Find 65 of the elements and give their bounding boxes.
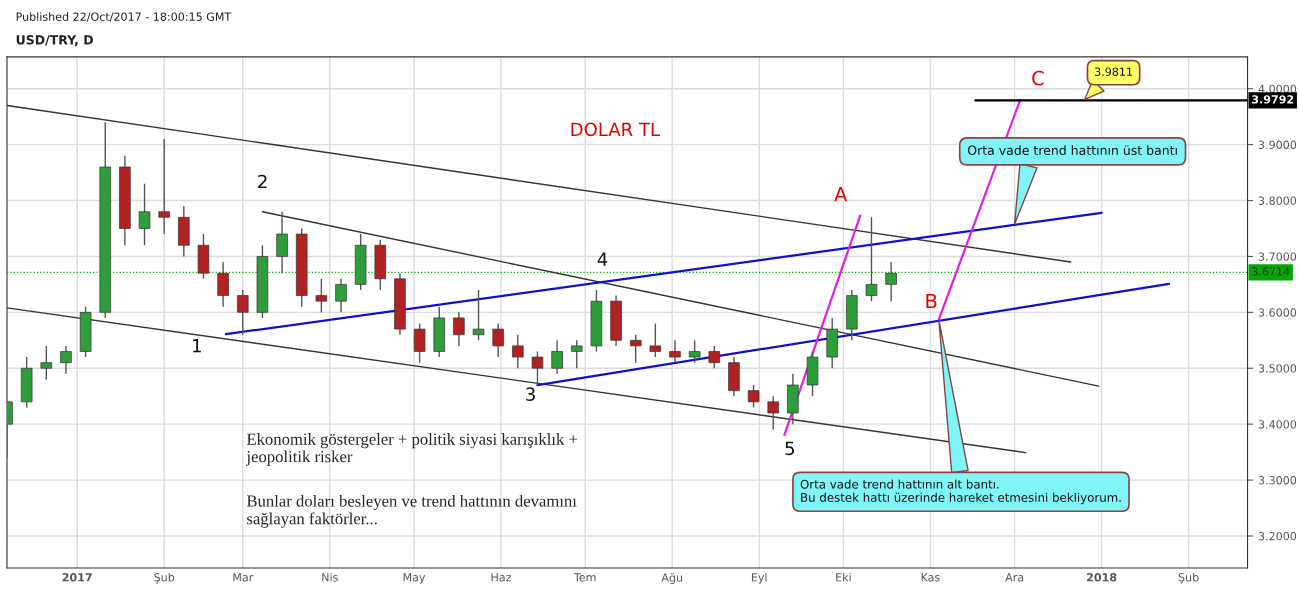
annotation: 3.9792: [1252, 95, 1294, 104]
y-tick-label: 3.6000: [1258, 308, 1297, 317]
candlestick: [649, 322, 662, 358]
annotation: Orta vade trend hattının alt bantı. Bu destek hattı üzerinde hareket etmesini bekliyorum.: [800, 479, 1121, 505]
candlestick: [551, 339, 563, 375]
candlestick: [472, 289, 485, 341]
x-tick-label: Ara: [1005, 573, 1024, 582]
candlestick: [237, 289, 249, 336]
annotation: 5: [785, 441, 794, 456]
candlestick: [531, 350, 544, 386]
candlestick: [60, 345, 72, 375]
x-tick-label: 2017: [62, 573, 92, 582]
x-tick-label: Şub: [1178, 572, 1199, 584]
x-tick-label: Mar: [233, 573, 254, 582]
x-tick-label: Tem: [573, 573, 596, 582]
candlestick: [571, 339, 583, 369]
x-tick-label: Şub: [154, 572, 175, 584]
y-tick-label: 4.0000: [1258, 84, 1297, 94]
annotation: 2: [258, 174, 267, 189]
candlestick: [747, 384, 760, 409]
y-tick-label: 3.7000: [1258, 252, 1297, 261]
x-tick-label: Nis: [322, 572, 338, 582]
annotation: C: [1032, 70, 1044, 86]
candlestick: [512, 334, 524, 369]
x-tick-label: Ağu: [661, 572, 683, 584]
ref-line-label: 3.6714: [1252, 267, 1290, 276]
chart-title: USD/TRY, D: [16, 35, 93, 47]
candlestick: [138, 183, 151, 246]
annotation: DOLAR TL: [571, 122, 660, 137]
x-tick-label: 2018: [1087, 573, 1117, 582]
annotation: Bunlar doları besleyen ve trend hattının devamını sağlayan faktörler...: [246, 494, 577, 528]
x-tick-label: May: [403, 573, 426, 584]
y-tick-label: 3.2000: [1258, 531, 1297, 541]
candlestick: [885, 261, 897, 302]
y-tick-label: 3.4000: [1258, 420, 1297, 429]
candlestick: [158, 138, 170, 235]
annotation: 3: [526, 387, 535, 401]
candlestick: [413, 322, 426, 364]
candlestick: [492, 322, 504, 358]
x-tick-label: Kas: [921, 573, 940, 582]
candlestick: [767, 395, 779, 431]
annotation: Ekonomik göstergeler + politik siyasi karışıklık + jeopolitik risker: [245, 433, 578, 466]
candlestick: [688, 339, 701, 364]
candlestick: [708, 345, 721, 369]
x-tick-label: Haz: [491, 573, 512, 582]
candlestick: [217, 261, 229, 308]
candlestick: [669, 339, 681, 364]
y-tick-label: 3.8000: [1258, 196, 1297, 205]
candlestick: [453, 311, 465, 347]
y-tick-label: 3.3000: [1258, 476, 1297, 485]
annotation: Orta vade trend hattının üst bantı: [967, 145, 1177, 156]
annotation: 3.9811: [1094, 67, 1132, 76]
annotation: B: [926, 293, 937, 309]
candlestick: [629, 334, 642, 364]
y-tick-label: 3.9000: [1258, 140, 1297, 149]
y-tick-label: 3.5000: [1258, 364, 1297, 373]
candlestick: [315, 278, 328, 314]
annotation: 1: [193, 339, 201, 353]
annotation: 4: [597, 252, 608, 266]
annotation: A: [834, 187, 848, 202]
x-tick-label: Eyl: [751, 572, 767, 584]
x-tick-label: Eki: [836, 572, 851, 582]
chart-subtitle: Published 22/Oct/2017 - 18:00:15 GMT: [16, 12, 232, 22]
candlestick: [335, 278, 347, 314]
candlestick: [40, 345, 53, 381]
